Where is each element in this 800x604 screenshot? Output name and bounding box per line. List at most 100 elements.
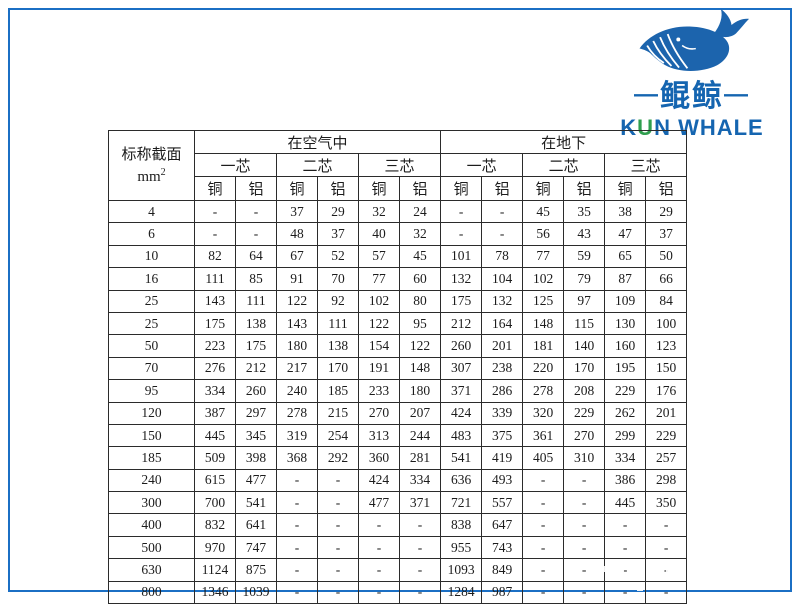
value-cell: 371 [398,491,442,515]
ampacity-table-wrap: 标称截面 mm2 在空气中 在地下 一芯 二芯 三芯 一芯 二芯 三芯 铜 铝 … [108,130,688,604]
value-cell: - [235,199,277,224]
value-cell: - [645,558,688,582]
table-row: 150 445 345 319 254 313 244 483 375 361 270 299 229 [108,423,688,448]
value-cell: 270 [358,401,400,425]
core-header: 三芯 [357,153,442,177]
value-cell: 78 [481,244,524,269]
value-cell: - [235,222,277,246]
value-cell: - [358,558,400,582]
table-row: 120 387 297 278 215 270 207 424 339 320 229 262 201 [108,401,688,425]
value-cell: - [645,580,688,604]
value-cell: 445 [604,491,647,515]
value-cell: 181 [522,334,565,358]
table-row: 16 111 85 91 70 77 60 132 104 102 79 87 66 [108,267,688,291]
value-cell: 615 [194,468,236,493]
brand-cn-text: 鲲鲸 [660,80,724,113]
value-cell: - [358,535,400,560]
section-cell: 120 [108,401,195,425]
value-cell: 361 [522,423,565,448]
value-cell: - [563,513,606,537]
value-cell: 111 [194,267,236,291]
value-cell: 297 [235,401,277,425]
value-cell: 191 [358,356,400,381]
value-cell: - [276,491,318,515]
whale-icon [639,9,749,71]
value-cell: - [563,535,606,560]
value-cell: 29 [317,199,359,224]
header-row-cores: 一芯 二芯 三芯 一芯 二芯 三芯 [109,153,688,177]
value-cell: 185 [317,379,359,403]
value-cell: 37 [317,222,359,246]
value-cell: 122 [276,289,318,313]
value-cell: 207 [398,401,442,425]
value-cell: - [317,513,359,537]
value-cell: - [522,558,565,582]
value-cell: 47 [604,222,647,246]
corner-header-unit: mm2 [137,166,166,185]
value-cell: 37 [276,199,318,224]
value-cell: 175 [440,289,483,313]
value-cell: 201 [481,334,524,358]
value-cell: - [398,580,442,604]
value-cell: 43 [563,222,606,246]
value-cell: 334 [194,379,236,403]
value-cell: 257 [645,446,688,470]
value-cell: - [317,558,359,582]
value-cell: 35 [563,199,606,224]
value-cell: - [604,535,647,560]
value-cell: 262 [604,401,647,425]
material-header: 铜 [358,176,400,201]
material-header: 铜 [194,176,236,201]
value-cell: 747 [235,535,277,560]
value-cell: 32 [398,222,442,246]
value-cell: - [563,558,606,582]
value-cell: 52 [317,244,359,269]
value-cell: - [276,580,318,604]
value-cell: 82 [194,244,236,269]
section-cell: 800 [108,580,195,604]
value-cell: 77 [522,244,565,269]
value-cell: 143 [194,289,236,313]
value-cell: 970 [194,535,236,560]
material-header: 铜 [604,176,647,201]
value-cell: 212 [235,356,277,381]
value-cell: 70 [317,267,359,291]
value-cell: - [276,468,318,493]
value-cell: 95 [398,311,442,336]
value-cell: 109 [604,289,647,313]
value-cell: 375 [481,423,524,448]
value-cell: - [481,199,524,224]
value-cell: 398 [235,446,277,470]
value-cell: 130 [604,311,647,336]
value-cell: - [440,222,483,246]
value-cell: 164 [481,311,524,336]
table-row: 50 223 175 180 138 154 122 260 201 181 140 160 123 [108,334,688,358]
core-header: 一芯 [440,153,524,177]
table-row: 25 175 138 143 111 122 95 212 164 148 115 130 100 [108,311,688,336]
material-header: 铝 [645,176,688,201]
table-row: 185 509 398 368 292 360 281 541 419 405 310 334 257 [108,446,688,470]
section-cell: 95 [108,379,195,403]
value-cell: - [194,199,236,224]
value-cell: - [398,513,442,537]
value-cell: 647 [481,513,524,537]
table-row: 25 143 111 122 92 102 80 175 132 125 97 109 84 [108,289,688,313]
section-cell: 400 [108,513,195,537]
value-cell: 32 [358,199,400,224]
value-cell: 66 [645,267,688,291]
value-cell: 195 [604,356,647,381]
value-cell: - [358,580,400,604]
corner-header: 标称截面 mm2 [108,130,195,201]
value-cell: 721 [440,491,483,515]
value-cell: - [604,558,647,582]
table-row: 300 700 541- -477 371 721 557- -445 350 [108,491,688,515]
value-cell: - [276,513,318,537]
value-cell: 483 [440,423,483,448]
value-cell: 278 [522,379,565,403]
value-cell: 201 [645,401,688,425]
value-cell: 299 [604,423,647,448]
value-cell: 104 [481,267,524,291]
value-cell: - [440,199,483,224]
table-row: 800 1346 1039- - - -1284 987- - - - [108,580,688,604]
value-cell: 832 [194,513,236,537]
